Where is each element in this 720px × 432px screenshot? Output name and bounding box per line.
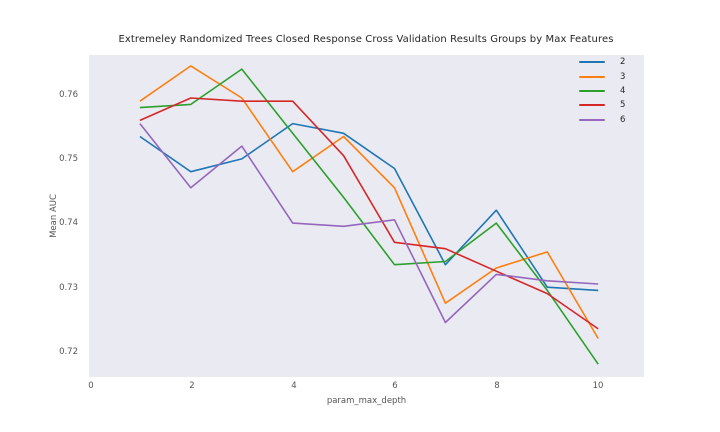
legend-swatch bbox=[579, 119, 605, 121]
legend-label: 3 bbox=[620, 72, 626, 82]
plot-background bbox=[89, 55, 644, 377]
legend-label: 4 bbox=[620, 86, 626, 96]
series-line-6 bbox=[139, 123, 599, 324]
legend-swatch bbox=[579, 104, 605, 106]
series-line-2 bbox=[139, 122, 599, 292]
x-tick-label: 8 bbox=[494, 381, 500, 391]
legend-item: 3 bbox=[579, 70, 625, 84]
y-tick-label: 0.74 bbox=[59, 218, 78, 228]
series-line-3 bbox=[139, 65, 599, 339]
chart-title: Extremeley Randomized Trees Closed Respo… bbox=[118, 34, 614, 45]
legend-swatch bbox=[579, 61, 605, 63]
legend-item: 6 bbox=[579, 113, 625, 127]
legend-item: 2 bbox=[579, 55, 625, 69]
y-tick-label: 0.72 bbox=[59, 347, 78, 357]
y-axis-label: Mean AUC bbox=[49, 194, 59, 238]
x-tick-label: 10 bbox=[592, 381, 604, 391]
x-tick-label: 2 bbox=[189, 381, 195, 391]
legend-label: 5 bbox=[620, 100, 626, 110]
legend-item: 5 bbox=[579, 98, 625, 112]
legend-label: 6 bbox=[620, 115, 626, 125]
x-axis-label: param_max_depth bbox=[326, 396, 407, 406]
series-line-4 bbox=[139, 68, 599, 365]
legend-swatch bbox=[579, 90, 605, 92]
x-tick-label: 0 bbox=[88, 381, 94, 391]
legend-swatch bbox=[579, 76, 605, 78]
y-tick-label: 0.76 bbox=[59, 90, 78, 100]
legend-label: 2 bbox=[620, 57, 626, 67]
y-tick-label: 0.75 bbox=[59, 154, 78, 164]
x-tick-label: 4 bbox=[291, 381, 297, 391]
series-line-5 bbox=[139, 97, 599, 330]
legend-item: 4 bbox=[579, 84, 625, 98]
y-tick-label: 0.73 bbox=[59, 283, 78, 293]
x-tick-label: 6 bbox=[392, 381, 398, 391]
